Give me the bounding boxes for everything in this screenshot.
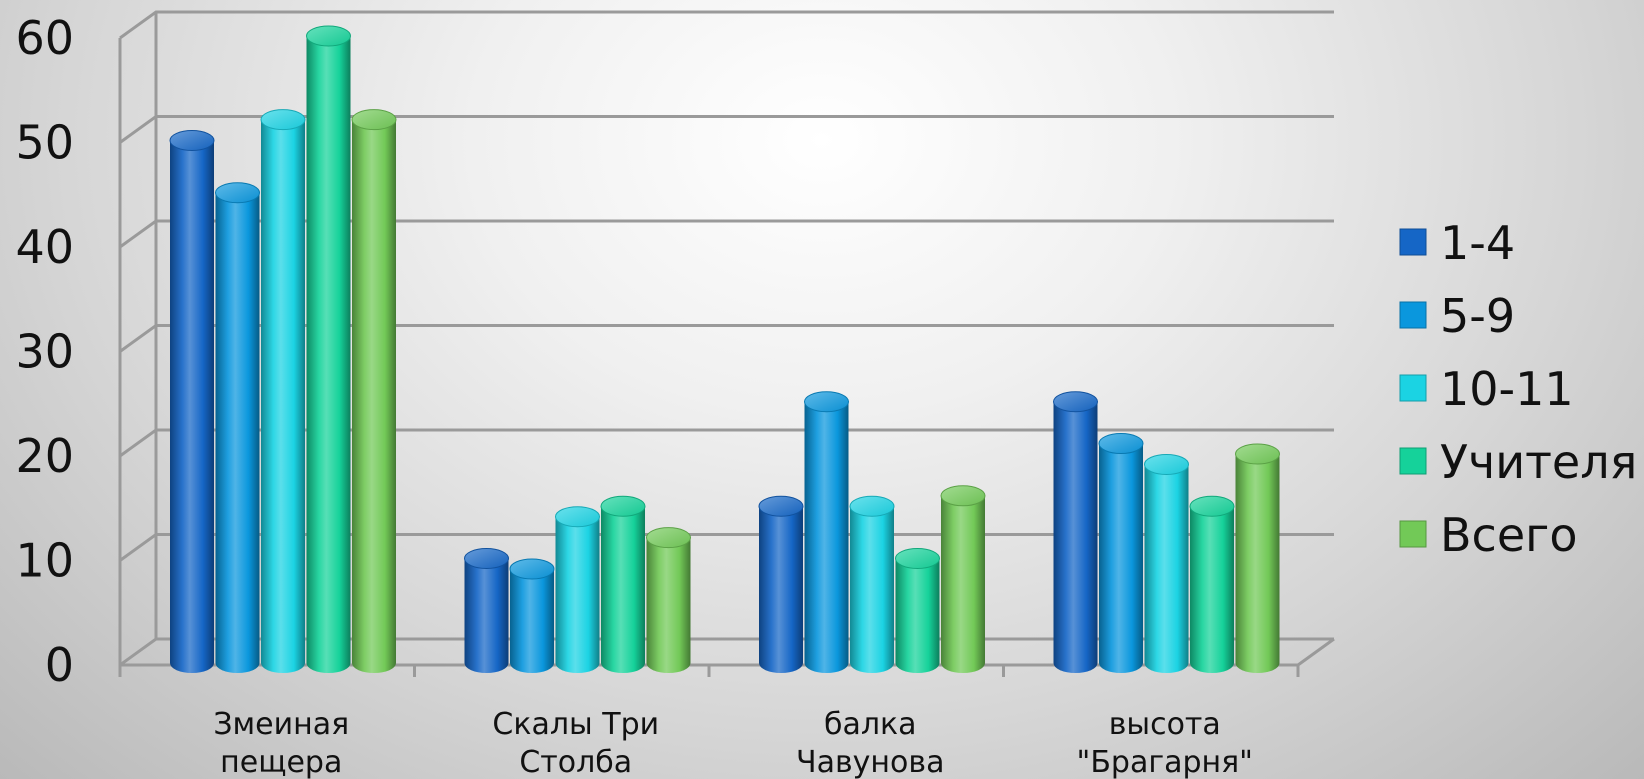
bar [1235,443,1280,673]
legend-item: Учителя [1399,435,1637,489]
bar [600,495,646,673]
y-axis-tick-labels: 0 10 20 30 40 50 60 [15,11,74,692]
bar [1144,453,1189,673]
legend-label: 10-11 [1440,362,1574,416]
bar [260,109,306,674]
legend-swatch [1399,228,1427,256]
bar [169,130,215,673]
bars [169,25,1280,674]
legend-item: 10-11 [1399,362,1574,416]
legend-label: 5-9 [1440,289,1515,343]
floor-edge [1297,637,1335,667]
y-tick-label: 20 [15,429,74,483]
bar [849,495,895,673]
y-tick-label: 40 [15,220,74,274]
bar [758,495,804,673]
bar [895,548,940,673]
legend-label: 1-4 [1440,216,1515,270]
y-tick-label: 50 [15,116,74,170]
bar [804,391,849,673]
bar [509,558,555,673]
legend-swatch [1399,301,1427,329]
y-tick-label: 0 [45,638,74,692]
bar [555,506,600,673]
y-tick-label: 30 [15,325,74,379]
bar [215,182,260,673]
bar [646,527,691,673]
legend-item: 5-9 [1399,289,1515,343]
y-tick-label: 10 [15,534,74,588]
y-tick-label: 60 [15,11,74,65]
legend-item: Всего [1399,508,1577,562]
bar [1053,391,1098,673]
legend-item: 1-4 [1399,216,1515,270]
bar [1189,495,1235,673]
bar [351,109,397,674]
x-axis-category-labels: Змеиная пещера Скалы Три Столба балка Чавунов… [213,707,1253,779]
category-label: высота "Брагарня" [1077,707,1253,779]
legend-label: Учителя [1440,435,1637,489]
bar [464,548,509,673]
gridline [119,10,1334,40]
legend-label: Всего [1440,508,1577,562]
bar [1098,433,1144,673]
category-label: Скалы Три Столба [492,707,659,779]
bar [940,485,986,673]
legend-swatch [1399,374,1427,402]
bar [306,25,351,673]
legend-swatch [1399,447,1427,475]
category-label: балка Чавунова [796,707,944,779]
legend: 1-4 5-9 10-11 Учителя Всего [1399,216,1637,562]
legend-swatch [1399,520,1427,548]
category-label: Змеиная пещера [213,707,349,779]
